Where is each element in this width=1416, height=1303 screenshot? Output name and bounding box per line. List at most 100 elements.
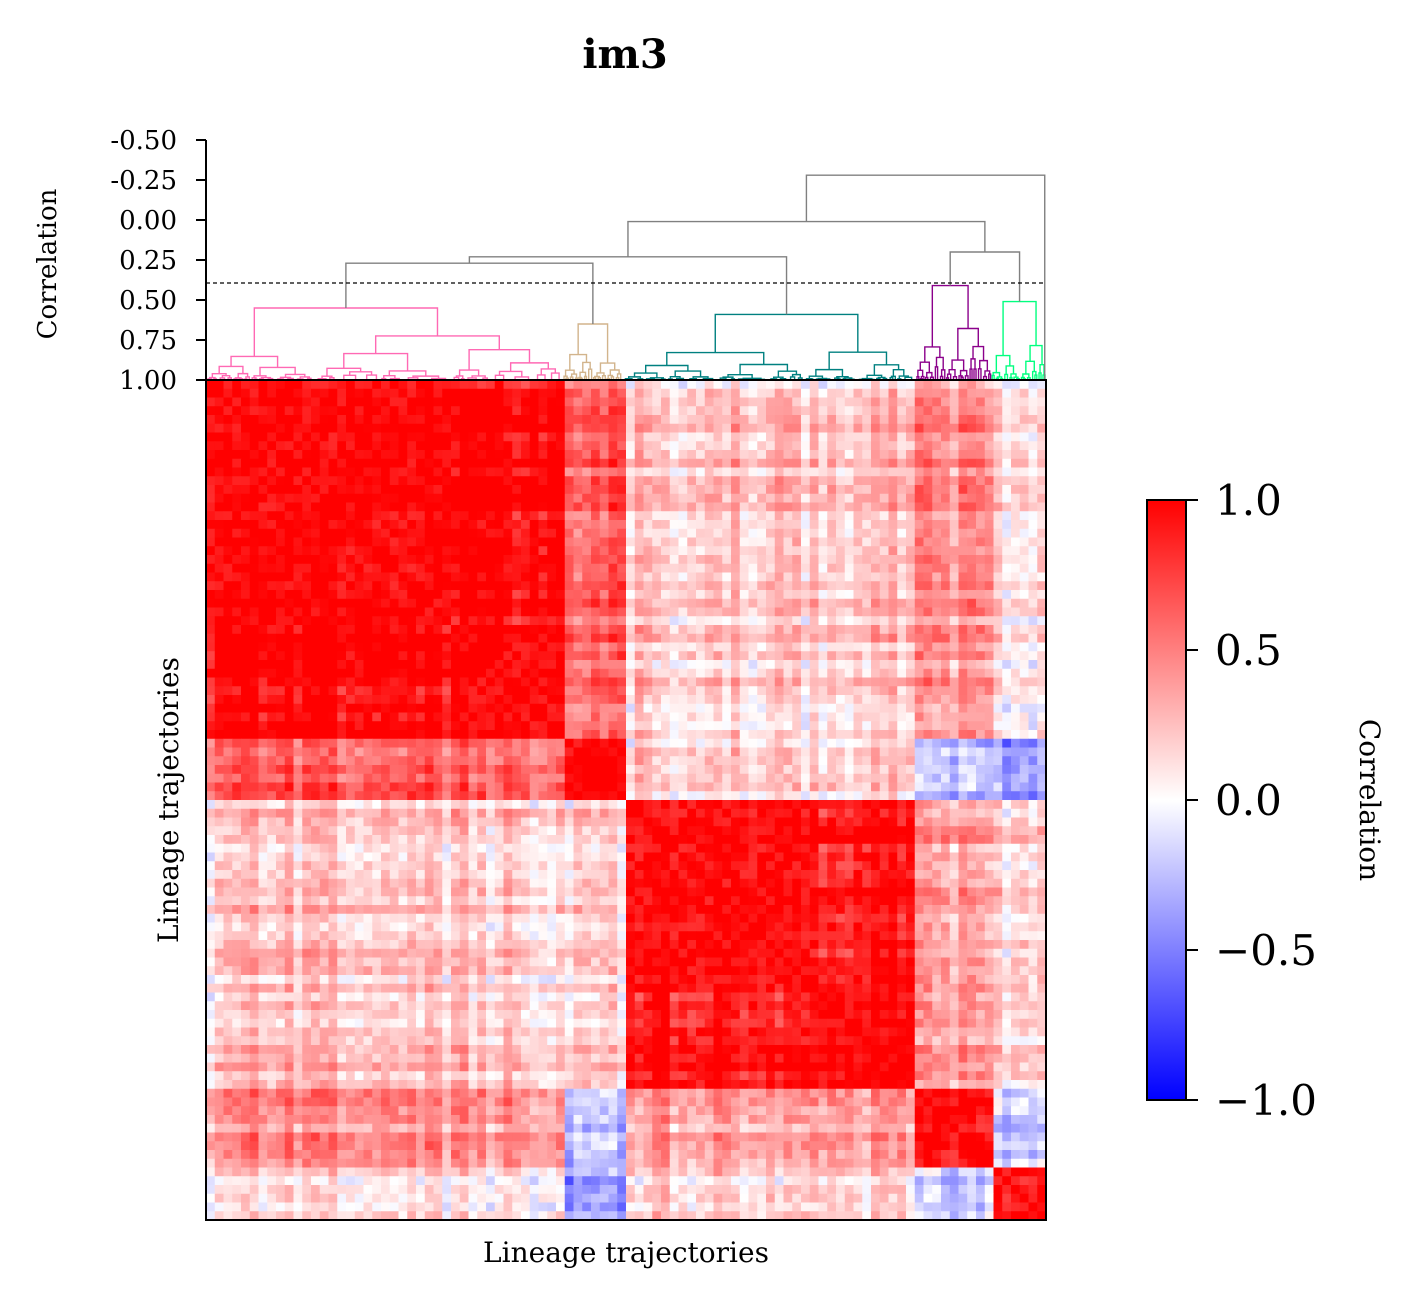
heatmap-cell xyxy=(451,747,461,757)
heatmap-cell xyxy=(1028,695,1038,705)
heatmap-cell xyxy=(223,555,233,565)
heatmap-cell xyxy=(346,502,356,512)
heatmap-cell xyxy=(704,651,714,661)
dendrogram-link xyxy=(279,376,292,379)
heatmap-cell xyxy=(232,450,242,460)
heatmap-cell xyxy=(214,607,224,617)
heatmap-cell xyxy=(468,800,478,810)
heatmap-cell xyxy=(731,721,741,731)
heatmap-cell xyxy=(599,695,609,705)
heatmap-cell xyxy=(512,432,522,442)
heatmap-cell xyxy=(722,502,732,512)
heatmap-cell xyxy=(713,563,723,573)
heatmap-cell xyxy=(547,738,557,748)
heatmap-cell xyxy=(722,773,732,783)
heatmap-cell xyxy=(591,800,601,810)
heatmap-cell xyxy=(328,388,338,398)
heatmap-cell xyxy=(993,668,1003,678)
heatmap-cell xyxy=(941,607,951,617)
heatmap-cell xyxy=(1037,467,1047,477)
heatmap-cell xyxy=(984,756,994,766)
heatmap-cell xyxy=(871,432,881,442)
heatmap-cell xyxy=(766,616,776,626)
heatmap-cell xyxy=(949,738,959,748)
dendrogram-tick-label: 0.50 xyxy=(119,286,177,316)
heatmap-cell xyxy=(766,651,776,661)
heatmap-cell xyxy=(818,660,828,670)
heatmap-cell xyxy=(223,572,233,582)
heatmap-cell xyxy=(932,598,942,608)
heatmap-cell xyxy=(661,677,671,687)
heatmap-cell xyxy=(748,747,758,757)
heatmap-cell xyxy=(748,397,758,407)
heatmap-cell xyxy=(249,476,259,486)
dendrogram-link xyxy=(916,375,920,380)
heatmap-cell xyxy=(1002,703,1012,713)
heatmap-cell xyxy=(801,441,811,451)
heatmap-cell xyxy=(643,537,653,547)
heatmap-cell xyxy=(416,721,426,731)
heatmap-cell xyxy=(337,668,347,678)
heatmap-cell xyxy=(521,721,531,731)
heatmap-cell xyxy=(223,660,233,670)
heatmap-cell xyxy=(617,537,627,547)
heatmap-cell xyxy=(836,441,846,451)
heatmap-cell xyxy=(1011,423,1021,433)
heatmap-cell xyxy=(827,721,837,731)
heatmap-cell xyxy=(424,397,434,407)
heatmap-cell xyxy=(389,633,399,643)
heatmap-cell xyxy=(853,800,863,810)
heatmap-cell xyxy=(993,476,1003,486)
heatmap-cell xyxy=(398,388,408,398)
heatmap-cell xyxy=(547,458,557,468)
heatmap-cell xyxy=(346,432,356,442)
heatmap-cell xyxy=(398,660,408,670)
heatmap-cell xyxy=(258,651,268,661)
heatmap-cell xyxy=(556,546,566,556)
heatmap-cell xyxy=(949,598,959,608)
heatmap-cell xyxy=(748,441,758,451)
heatmap-cell xyxy=(993,598,1003,608)
heatmap-cell xyxy=(643,695,653,705)
heatmap-cell xyxy=(381,563,391,573)
heatmap-cell xyxy=(284,581,294,591)
heatmap-cell xyxy=(949,406,959,416)
heatmap-cell xyxy=(687,432,697,442)
heatmap-cell xyxy=(241,388,251,398)
heatmap-cell xyxy=(477,590,487,600)
heatmap-cell xyxy=(258,590,268,600)
heatmap-cell xyxy=(722,633,732,643)
heatmap-cell xyxy=(871,441,881,451)
heatmap-cell xyxy=(976,572,986,582)
heatmap-cell xyxy=(993,625,1003,635)
heatmap-cell xyxy=(941,423,951,433)
heatmap-cell xyxy=(862,415,872,425)
heatmap-cell xyxy=(459,782,469,792)
heatmap-cell xyxy=(844,467,854,477)
heatmap-cell xyxy=(556,607,566,617)
heatmap-cell xyxy=(871,616,881,626)
heatmap-cell xyxy=(626,800,636,810)
heatmap-cell xyxy=(722,563,732,573)
heatmap-cell xyxy=(214,432,224,442)
heatmap-cell xyxy=(661,668,671,678)
heatmap-cell xyxy=(538,791,548,801)
heatmap-cell xyxy=(284,625,294,635)
heatmap-cell xyxy=(958,598,968,608)
heatmap-cell xyxy=(993,642,1003,652)
heatmap-cell xyxy=(407,703,417,713)
heatmap-cell xyxy=(1028,738,1038,748)
heatmap-cell xyxy=(608,581,618,591)
heatmap-cell xyxy=(407,677,417,687)
heatmap-cell xyxy=(669,712,679,722)
heatmap-cell xyxy=(521,756,531,766)
heatmap-cell xyxy=(1019,607,1029,617)
heatmap-cell xyxy=(958,782,968,792)
heatmap-cell xyxy=(687,695,697,705)
heatmap-cell xyxy=(661,406,671,416)
heatmap-cell xyxy=(696,458,706,468)
heatmap-cell xyxy=(477,458,487,468)
heatmap-cell xyxy=(914,546,924,556)
heatmap-cell xyxy=(608,458,618,468)
heatmap-cell xyxy=(346,581,356,591)
